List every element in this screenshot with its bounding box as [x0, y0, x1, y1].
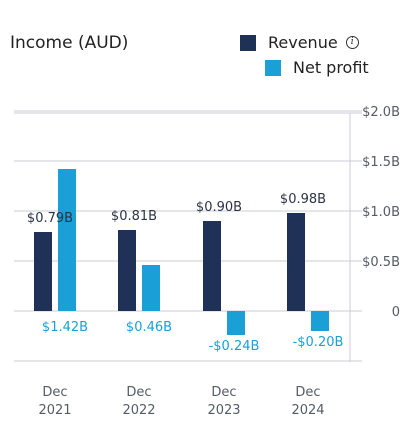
chart-title: Income (AUD) — [10, 33, 129, 53]
bar-revenue — [34, 232, 52, 311]
y-tick-label: $2.0B — [362, 105, 400, 120]
info-icon[interactable]: i — [345, 36, 359, 49]
data-label-net-profit: $1.42B — [42, 320, 88, 335]
legend-item-revenue: Revenue i — [240, 33, 369, 52]
legend-swatch-net-profit — [265, 59, 281, 76]
bar-net-profit — [142, 265, 160, 311]
data-label-net-profit: $0.46B — [126, 320, 172, 335]
y-tick-label: $1.5B — [362, 155, 400, 170]
x-tick-label-month: Dec — [211, 385, 236, 400]
data-label-net-profit: -$0.24B — [209, 339, 260, 354]
y-tick-label: $0.5B — [362, 255, 400, 270]
x-tick-label-year: 2023 — [207, 403, 240, 418]
y-tick-label: $1.0B — [362, 205, 400, 220]
bar-revenue — [203, 221, 221, 311]
bar-net-profit — [58, 169, 76, 311]
x-tick-label-year: 2024 — [291, 403, 324, 418]
bar-net-profit — [311, 311, 329, 331]
legend-label-net-profit: Net profit — [293, 58, 369, 77]
y-tick-label: 0 — [392, 305, 400, 320]
data-label-revenue: $0.98B — [280, 192, 326, 207]
data-label-revenue: $0.79B — [27, 211, 73, 226]
legend: Revenue i Net profit — [240, 33, 369, 83]
x-tick-label-year: 2022 — [122, 403, 155, 418]
data-label-revenue: $0.90B — [196, 200, 242, 215]
legend-label-revenue: Revenue — [268, 33, 338, 52]
data-label-net-profit: -$0.20B — [293, 335, 344, 350]
bar-net-profit — [227, 311, 245, 335]
x-tick-label-month: Dec — [42, 385, 67, 400]
data-label-revenue: $0.81B — [111, 209, 157, 224]
legend-swatch-revenue — [240, 34, 256, 51]
x-tick-label-month: Dec — [295, 385, 320, 400]
bar-revenue — [287, 213, 305, 311]
legend-item-net-profit: Net profit — [265, 58, 369, 77]
x-tick-label-year: 2021 — [38, 403, 71, 418]
x-tick-label-month: Dec — [126, 385, 151, 400]
bar-revenue — [118, 230, 136, 311]
